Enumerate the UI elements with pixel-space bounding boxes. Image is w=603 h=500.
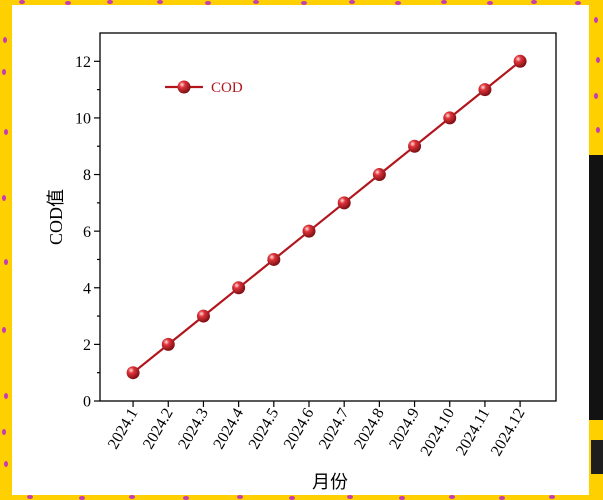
- x-axis-label: 月份: [312, 472, 348, 492]
- series-markers-cod: [126, 54, 527, 380]
- data-point: [478, 83, 492, 97]
- data-point: [126, 366, 140, 380]
- data-point: [443, 111, 457, 125]
- plot-frame: [99, 32, 557, 402]
- y-axis-label: COD值: [46, 189, 66, 245]
- data-point: [372, 168, 386, 182]
- legend: COD: [165, 80, 243, 96]
- data-point: [513, 54, 527, 68]
- data-point: [267, 252, 281, 266]
- legend-marker-cod: [177, 80, 191, 94]
- y-tick-label: 8: [83, 167, 91, 184]
- right-edge-dark-strip: [589, 155, 603, 420]
- y-axis: 0 2 4 6 8 10 12: [75, 54, 100, 411]
- y-tick-label: 12: [75, 54, 91, 71]
- data-point: [337, 196, 351, 210]
- y-tick-label: 6: [83, 224, 91, 241]
- y-tick-label: 2: [83, 337, 91, 354]
- legend-label-cod: COD: [211, 80, 243, 96]
- data-point: [161, 337, 175, 351]
- series-line-cod: [132, 60, 521, 374]
- right-edge-dark-strip-lower: [591, 440, 603, 474]
- y-tick-label: 4: [83, 280, 91, 297]
- y-tick-label: 0: [83, 394, 91, 411]
- y-tick-label: 10: [75, 111, 91, 128]
- data-point: [196, 309, 210, 323]
- data-point: [408, 139, 422, 153]
- data-point: [302, 224, 316, 238]
- chart-panel: [12, 5, 589, 495]
- data-point: [232, 281, 246, 295]
